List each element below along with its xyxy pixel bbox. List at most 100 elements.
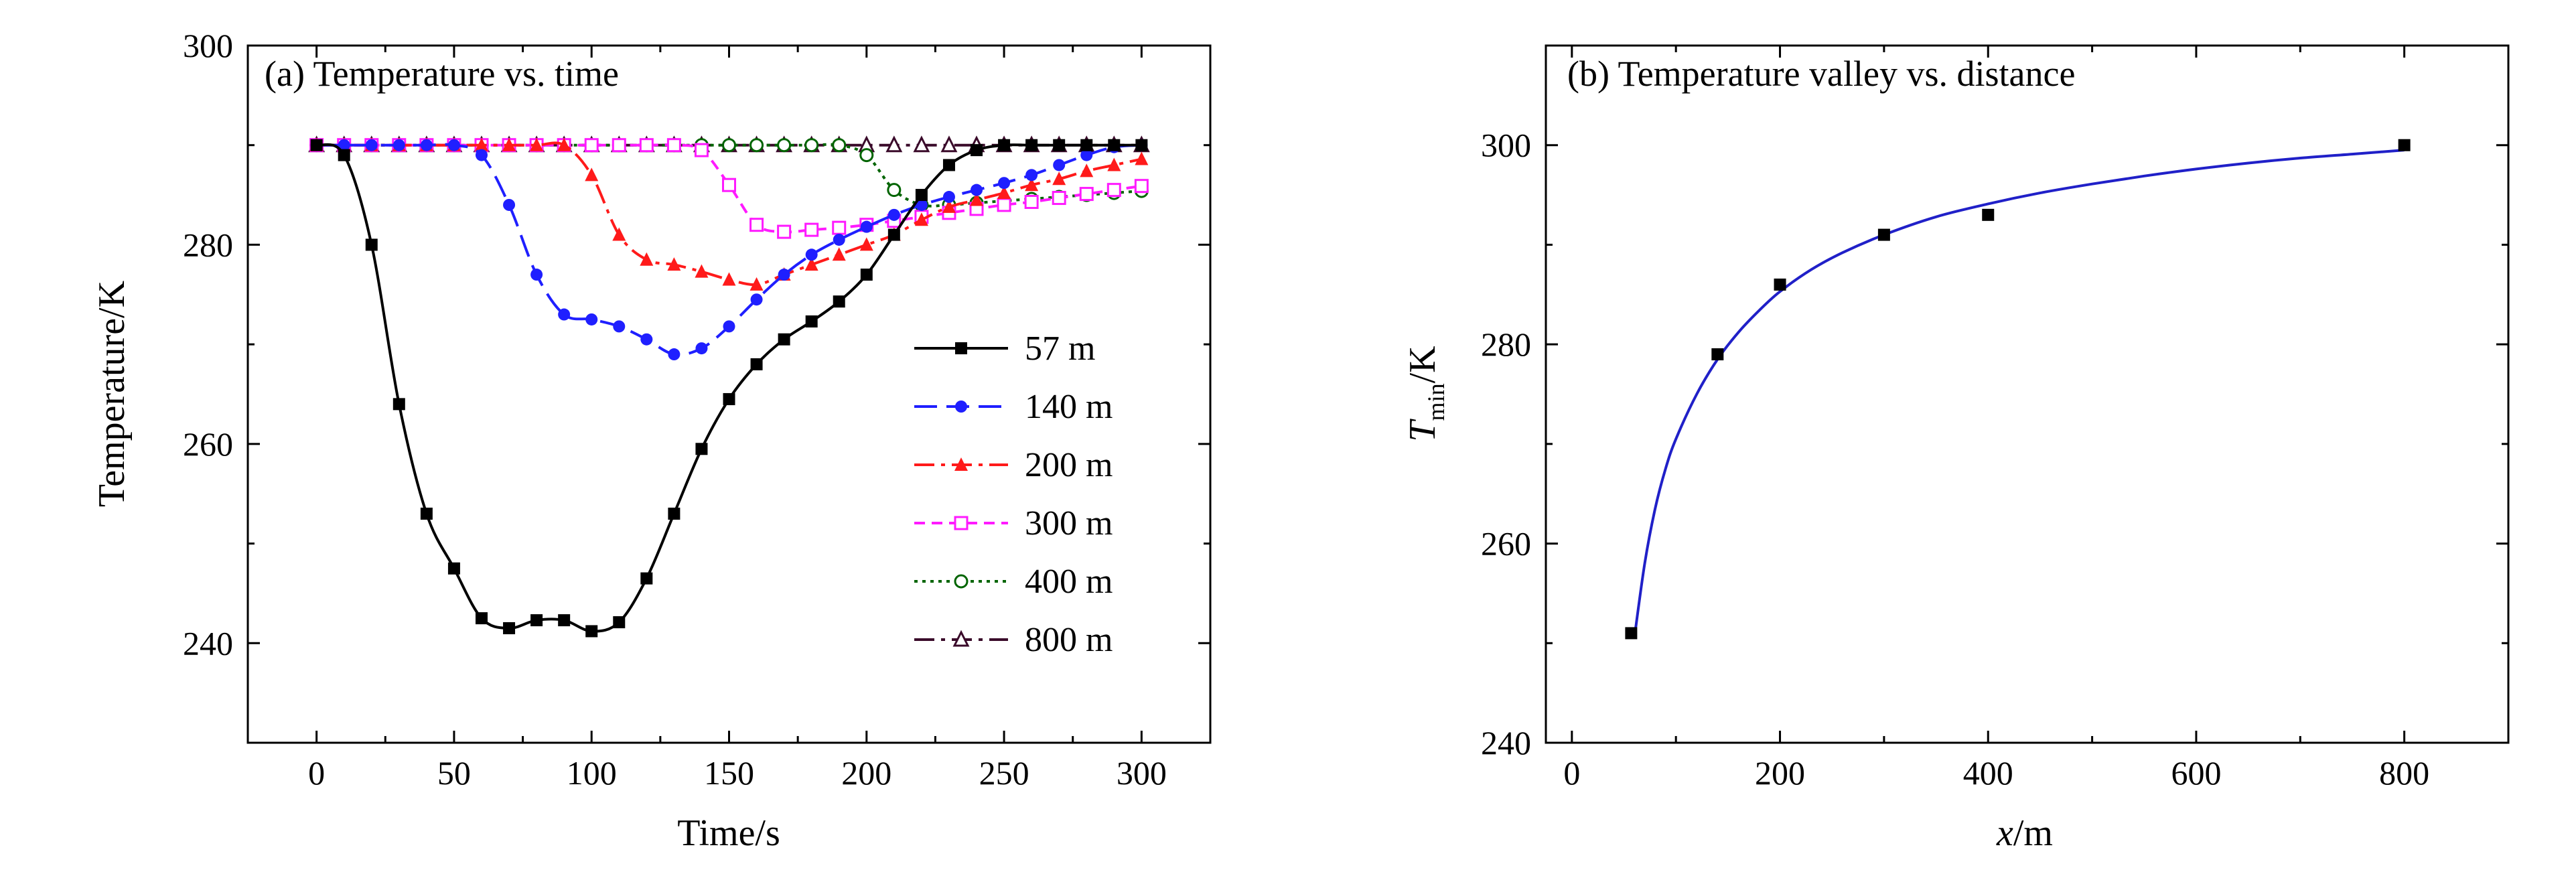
data-point [639,138,654,153]
data-point [1107,157,1121,171]
data-point [805,248,818,261]
data-point [860,269,873,281]
panel-b: 0 200 400 600 800 240 260 280 300 (b) Temperatur… [1402,44,2510,854]
panel-b-title: (b) Temperature valley vs. distance [1567,54,2075,94]
data-point [778,333,790,346]
legend-label: 57 m [1025,330,1095,368]
data-point [612,138,626,153]
series-line [316,141,1142,287]
fit-curve [1633,149,2405,639]
data-point [310,139,323,151]
data-point [392,398,405,411]
panel-a: 0 50 100 150 200 250 300 240 260 280 300 57 m 140 m… [91,27,1212,854]
data-point [1053,139,1066,151]
b-y-tick-label: 280 [1481,325,1531,363]
data-point [1080,149,1093,161]
series-400-m [309,138,1149,212]
data-point [859,148,874,163]
data-point [640,252,654,266]
data-point [1982,208,1995,221]
b-y-tick-label: 240 [1481,724,1531,762]
data-point [1135,151,1149,165]
b-x-tick-label: 200 [1755,754,1805,792]
data-point [1080,139,1093,151]
series-200-m [309,137,1149,291]
data-point [503,622,516,634]
data-point [804,222,819,237]
data-point [970,192,984,206]
data-point [778,269,790,281]
data-point [777,224,792,239]
legend-label: 400 m [1025,563,1113,601]
panel-a-legend: 57 m 140 m 200 m 300 m 400 m 800 m [914,330,1113,659]
data-point [2398,139,2411,151]
b-y-tick-label: 260 [1481,525,1531,563]
b-y-tick-label: 300 [1481,127,1531,164]
series-57-m [310,139,1148,638]
data-point [885,135,903,153]
data-point [420,507,433,520]
legend-marker [955,401,967,413]
data-point [887,183,902,198]
data-point [749,218,764,232]
data-point [558,614,571,627]
data-point [804,138,819,153]
legend-item: 300 m [914,504,1113,542]
data-point [915,198,928,211]
legend-marker [955,342,967,354]
b-x-tick-label: 400 [1963,754,2013,792]
data-point [860,220,873,233]
panel-a-ticks: 0 50 100 150 200 250 300 240 260 280 300 [183,27,1210,792]
data-point [695,342,708,355]
data-point [585,167,599,182]
data-point [1025,139,1038,151]
data-point [971,184,983,196]
data-point [998,177,1011,190]
data-point [1052,171,1066,186]
data-point [942,199,956,213]
data-point [530,269,543,281]
data-point [475,612,488,625]
data-point [585,625,598,638]
data-point [530,614,543,627]
data-point [722,138,736,153]
data-point [723,392,735,405]
data-point [749,138,764,153]
a-x-tick-label: 50 [437,754,471,792]
data-point [971,144,983,157]
legend-marker [954,516,969,530]
panel-b-y-label: Tmin/K [1402,346,1449,441]
data-point [503,198,516,211]
data-point [1080,163,1094,177]
a-x-tick-label: 150 [704,754,754,792]
a-x-tick-label: 250 [979,754,1029,792]
data-point [804,257,818,271]
legend-label: 140 m [1025,388,1113,426]
legend-marker [954,574,969,589]
data-point [475,149,488,161]
legend-item: 140 m [914,388,1113,426]
a-x-tick-label: 0 [308,754,325,792]
data-point [722,272,736,286]
data-point [1774,278,1786,291]
data-point [447,139,460,151]
data-point [502,137,516,151]
data-point [667,257,681,271]
data-point [1877,228,1890,241]
data-point [997,186,1011,200]
data-point [940,135,958,153]
data-point [832,138,847,153]
a-y-tick-label: 240 [183,624,233,662]
data-point [474,137,488,151]
a-x-tick-label: 200 [841,754,891,792]
data-point [1134,179,1149,194]
data-point [640,333,653,346]
a-y-tick-label: 300 [183,27,233,64]
data-point [420,139,433,151]
legend-label: 200 m [1025,446,1113,484]
legend-item: 57 m [914,330,1095,368]
data-point [1025,177,1039,192]
data-point [1711,348,1724,361]
data-point [558,308,571,321]
data-point [585,313,598,325]
